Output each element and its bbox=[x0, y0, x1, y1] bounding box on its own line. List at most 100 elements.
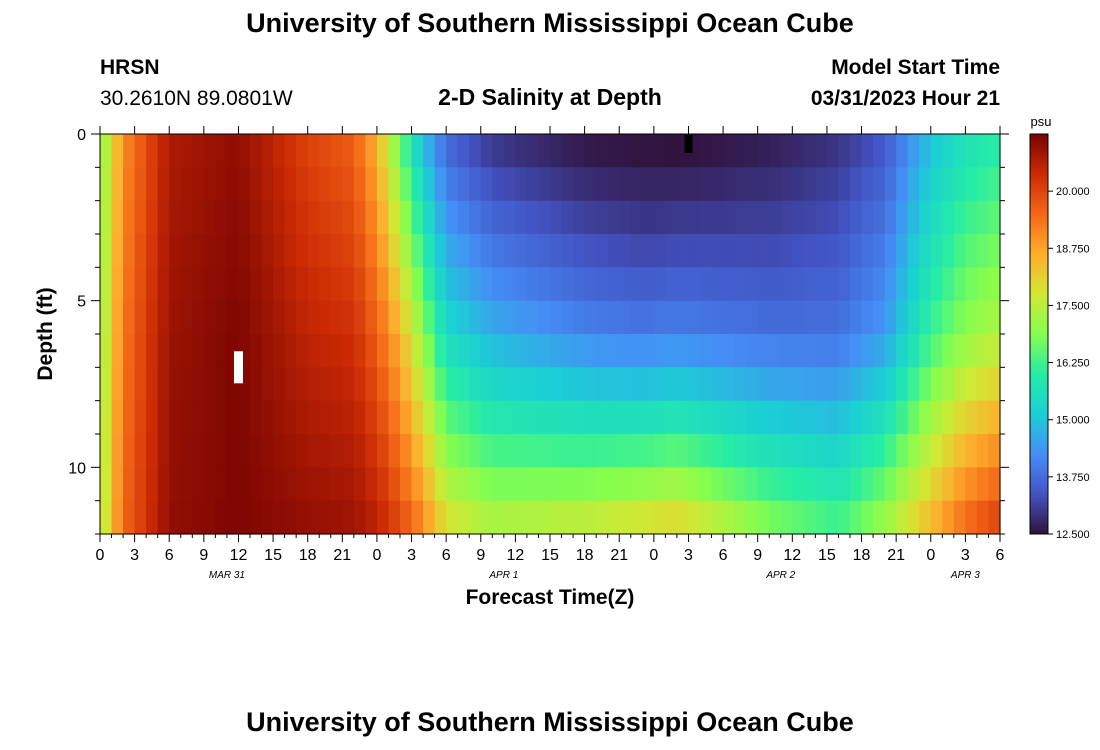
heatmap-cell bbox=[123, 434, 136, 468]
heatmap-cell bbox=[596, 467, 609, 502]
heatmap-cell bbox=[261, 334, 274, 368]
x-tick-label: 12 bbox=[506, 547, 524, 564]
heatmap-cell bbox=[607, 467, 620, 502]
heatmap-cell bbox=[411, 234, 424, 268]
heatmap-cell bbox=[896, 300, 909, 335]
heatmap-cell bbox=[630, 200, 643, 235]
heatmap-cell bbox=[480, 500, 493, 535]
salinity-chart: 0 5 10 0 3 6 9 12 15 18 21 0 3 6 9 12 15 18 21 0 3 6 9 12 15 18 2… bbox=[34, 114, 1090, 609]
heatmap-cell bbox=[757, 467, 770, 502]
heatmap-cell bbox=[515, 334, 528, 368]
heatmap-cell bbox=[100, 467, 113, 502]
heatmap-cell bbox=[273, 467, 286, 502]
heatmap-cell bbox=[700, 434, 713, 468]
heatmap-cell bbox=[400, 200, 413, 235]
heatmap-cell bbox=[434, 300, 447, 335]
heatmap-cell bbox=[480, 400, 493, 435]
heatmap-cell bbox=[700, 134, 713, 168]
heatmap-cell bbox=[226, 500, 240, 535]
heatmap-cell bbox=[573, 200, 586, 235]
heatmap-cell bbox=[850, 334, 863, 368]
heatmap-cell bbox=[884, 267, 897, 302]
heatmap-cell bbox=[423, 167, 436, 202]
heatmap-cell bbox=[896, 234, 909, 268]
heatmap-cell bbox=[123, 367, 136, 402]
heatmap-cell bbox=[861, 434, 874, 468]
heatmap-cell bbox=[619, 300, 632, 335]
heatmap-cell bbox=[711, 134, 724, 168]
heatmap-cell bbox=[365, 500, 378, 535]
heatmap-cell bbox=[423, 267, 436, 302]
heatmap-cell bbox=[688, 334, 701, 368]
heatmap-cell bbox=[123, 300, 136, 335]
heatmap-cell bbox=[838, 167, 851, 202]
heatmap-cell bbox=[965, 334, 978, 368]
heatmap-cell bbox=[273, 367, 286, 402]
heatmap-cell bbox=[930, 434, 943, 468]
heatmap-cell bbox=[319, 300, 332, 335]
heatmap-cell bbox=[884, 200, 897, 235]
heatmap-cell bbox=[434, 467, 447, 502]
heatmap-cell bbox=[792, 500, 805, 535]
heatmap-cell bbox=[780, 167, 793, 202]
heatmap-cell bbox=[676, 434, 690, 468]
heatmap-cell bbox=[100, 200, 113, 235]
heatmap-cell bbox=[134, 267, 147, 302]
heatmap-cell bbox=[123, 134, 136, 168]
heatmap-cell bbox=[238, 234, 251, 268]
heatmap-cell bbox=[261, 434, 274, 468]
heatmap-cell bbox=[480, 434, 493, 468]
heatmap-cell bbox=[792, 367, 805, 402]
heatmap-cell bbox=[180, 267, 193, 302]
heatmap-cell bbox=[273, 434, 286, 468]
heatmap-cell bbox=[919, 234, 932, 268]
heatmap-cell bbox=[238, 400, 251, 435]
colorbar-ticks: 20.000 18.750 17.500 16.250 15.000 13.750 12.5… bbox=[1048, 186, 1090, 541]
heatmap-cell bbox=[746, 234, 759, 268]
heatmap-cell bbox=[850, 434, 863, 468]
heatmap-cell bbox=[434, 500, 447, 535]
colorbar-tick-label: 17.500 bbox=[1056, 300, 1090, 312]
heatmap-cell bbox=[965, 434, 978, 468]
heatmap-cell bbox=[365, 200, 378, 235]
heatmap-cell bbox=[192, 334, 205, 368]
heatmap-cell bbox=[596, 267, 609, 302]
x-axis-label: Forecast Time(Z) bbox=[466, 586, 635, 609]
heatmap-cell bbox=[411, 467, 424, 502]
heatmap-cell bbox=[734, 200, 747, 235]
heatmap-cell bbox=[469, 500, 482, 535]
heatmap-cell bbox=[111, 167, 124, 202]
heatmap-cell bbox=[619, 434, 632, 468]
heatmap-cell bbox=[492, 500, 505, 535]
heatmap-cell bbox=[942, 167, 955, 202]
heatmap-markers bbox=[234, 135, 693, 384]
heatmap-cell bbox=[976, 134, 990, 168]
heatmap-cell bbox=[192, 200, 205, 235]
x-tick-label: 18 bbox=[853, 547, 871, 564]
heatmap-cell bbox=[596, 167, 609, 202]
heatmap-cell bbox=[838, 434, 851, 468]
heatmap-cell bbox=[619, 334, 632, 368]
heatmap-cell bbox=[607, 500, 620, 535]
heatmap-cell bbox=[965, 367, 978, 402]
heatmap-cell bbox=[434, 267, 447, 302]
heatmap-cell bbox=[942, 300, 955, 335]
heatmap-cell bbox=[988, 467, 1001, 502]
heatmap-cell bbox=[976, 267, 990, 302]
heatmap-cell bbox=[826, 200, 840, 235]
x-tick-label: 21 bbox=[610, 547, 628, 564]
heatmap-cell bbox=[550, 500, 563, 535]
heatmap-cell bbox=[538, 167, 551, 202]
heatmap-cell bbox=[330, 367, 343, 402]
heatmap-cell bbox=[930, 134, 943, 168]
heatmap-cell bbox=[826, 467, 840, 502]
heatmap-cell bbox=[319, 134, 332, 168]
heatmap-cell bbox=[388, 234, 401, 268]
heatmap-cell bbox=[526, 434, 540, 468]
heatmap-cell bbox=[653, 300, 666, 335]
heatmap-cell bbox=[342, 134, 355, 168]
heatmap-cell bbox=[342, 200, 355, 235]
heatmap-cell bbox=[157, 267, 170, 302]
heatmap-cell bbox=[446, 167, 459, 202]
heatmap-cell bbox=[250, 367, 263, 402]
